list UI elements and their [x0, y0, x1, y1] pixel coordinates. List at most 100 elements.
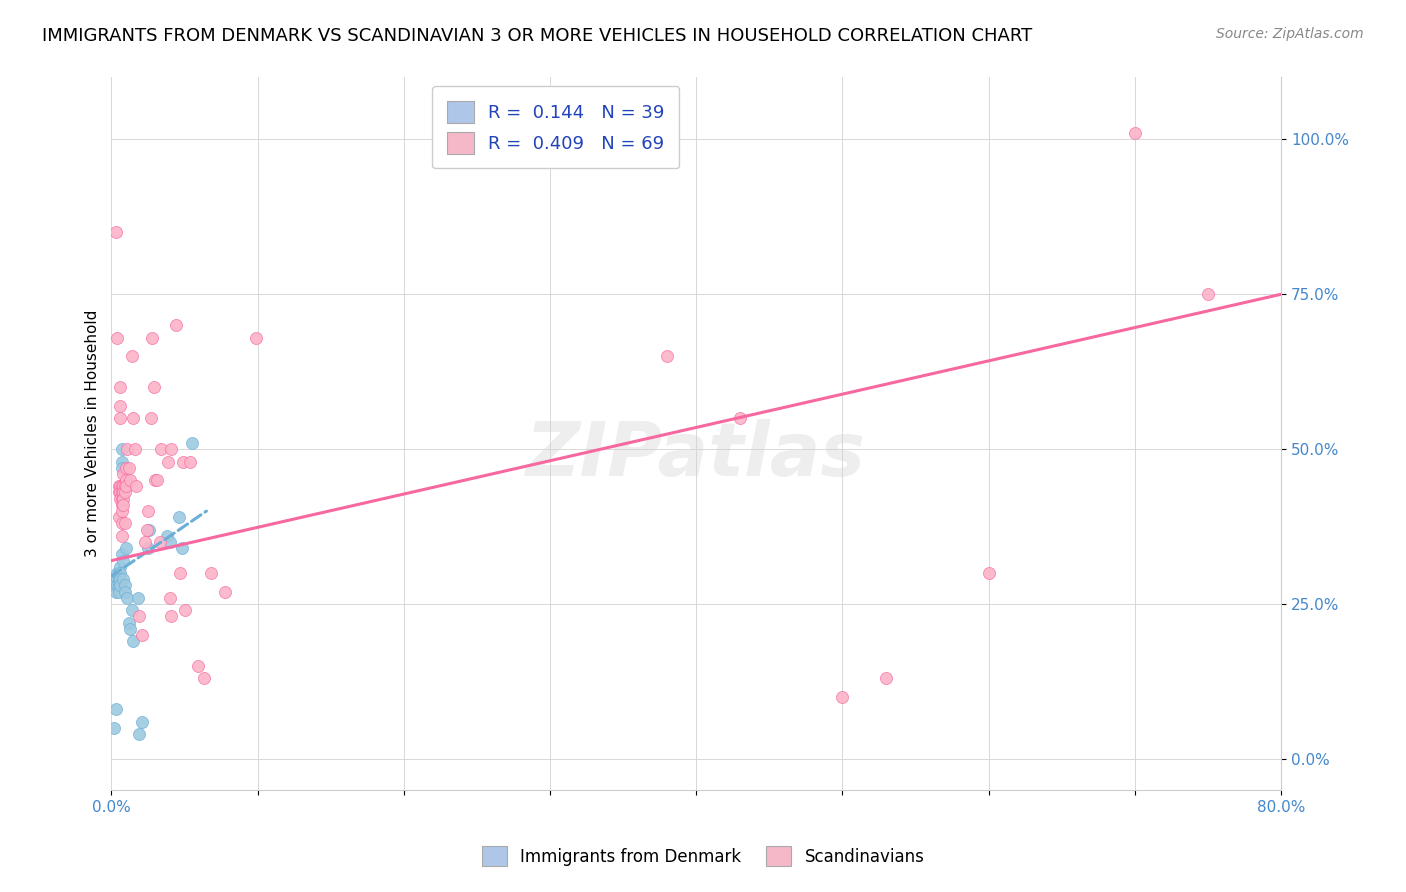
Point: [117, 442, 139, 457]
Point: [108, 491, 131, 506]
Point: [118, 460, 141, 475]
Point: [124, 442, 146, 457]
Point: [111, 442, 134, 457]
Point: [157, 454, 180, 468]
Point: [160, 442, 183, 457]
Point: [138, 523, 160, 537]
Point: [115, 460, 138, 475]
Point: [107, 572, 129, 586]
Point: [214, 584, 236, 599]
Point: [160, 609, 183, 624]
Point: [172, 454, 194, 468]
Point: [105, 566, 128, 580]
Point: [104, 225, 127, 239]
Point: [114, 485, 136, 500]
Point: [180, 436, 202, 450]
Point: [112, 491, 135, 506]
Point: [655, 349, 678, 363]
Point: [179, 454, 201, 468]
Point: [145, 473, 167, 487]
Point: [112, 467, 135, 481]
Point: [143, 473, 166, 487]
Point: [150, 442, 173, 457]
Point: [108, 485, 131, 500]
Text: ZIPatlas: ZIPatlas: [526, 418, 866, 491]
Point: [200, 566, 222, 580]
Point: [108, 578, 131, 592]
Point: [114, 578, 136, 592]
Point: [173, 603, 195, 617]
Point: [136, 541, 159, 556]
Point: [165, 318, 187, 333]
Point: [141, 330, 163, 344]
Text: Source: ZipAtlas.com: Source: ZipAtlas.com: [1216, 27, 1364, 41]
Point: [131, 714, 153, 729]
Point: [131, 628, 153, 642]
Point: [108, 380, 131, 394]
Point: [1197, 287, 1219, 301]
Point: [1123, 126, 1146, 140]
Point: [111, 491, 134, 506]
Point: [120, 473, 142, 487]
Point: [121, 603, 143, 617]
Point: [128, 727, 150, 741]
Point: [111, 454, 134, 468]
Text: IMMIGRANTS FROM DENMARK VS SCANDINAVIAN 3 OR MORE VEHICLES IN HOUSEHOLD CORRELAT: IMMIGRANTS FROM DENMARK VS SCANDINAVIAN …: [42, 27, 1032, 45]
Point: [105, 572, 128, 586]
Point: [169, 566, 191, 580]
Point: [111, 485, 134, 500]
Point: [245, 330, 267, 344]
Point: [108, 572, 131, 586]
Point: [112, 498, 135, 512]
Point: [108, 559, 131, 574]
Point: [103, 578, 125, 592]
Point: [156, 529, 179, 543]
Point: [728, 411, 751, 425]
Legend: R =  0.144   N = 39, R =  0.409   N = 69: R = 0.144 N = 39, R = 0.409 N = 69: [433, 87, 679, 169]
Point: [159, 591, 181, 605]
Point: [118, 615, 141, 630]
Point: [111, 516, 134, 531]
Point: [108, 479, 131, 493]
Point: [120, 622, 142, 636]
Point: [115, 479, 138, 493]
Point: [111, 460, 134, 475]
Point: [114, 479, 136, 493]
Point: [114, 516, 136, 531]
Point: [139, 411, 162, 425]
Point: [115, 541, 138, 556]
Point: [122, 411, 145, 425]
Point: [831, 690, 853, 704]
Point: [114, 584, 136, 599]
Point: [128, 609, 150, 624]
Point: [107, 479, 129, 493]
Y-axis label: 3 or more Vehicles in Household: 3 or more Vehicles in Household: [86, 310, 100, 558]
Point: [104, 584, 127, 599]
Point: [105, 578, 128, 592]
Point: [108, 399, 131, 413]
Point: [121, 349, 143, 363]
Point: [122, 634, 145, 648]
Point: [193, 671, 215, 685]
Point: [170, 541, 193, 556]
Point: [136, 504, 159, 518]
Point: [107, 584, 129, 599]
Point: [107, 578, 129, 592]
Point: [111, 479, 134, 493]
Point: [111, 498, 134, 512]
Point: [135, 523, 157, 537]
Point: [107, 510, 129, 524]
Point: [112, 554, 135, 568]
Point: [149, 535, 172, 549]
Point: [108, 411, 131, 425]
Point: [108, 566, 131, 580]
Legend: Immigrants from Denmark, Scandinavians: Immigrants from Denmark, Scandinavians: [474, 838, 932, 875]
Point: [127, 591, 149, 605]
Point: [977, 566, 1000, 580]
Point: [104, 702, 127, 716]
Point: [111, 504, 134, 518]
Point: [875, 671, 897, 685]
Point: [167, 510, 190, 524]
Point: [112, 479, 135, 493]
Point: [111, 548, 134, 562]
